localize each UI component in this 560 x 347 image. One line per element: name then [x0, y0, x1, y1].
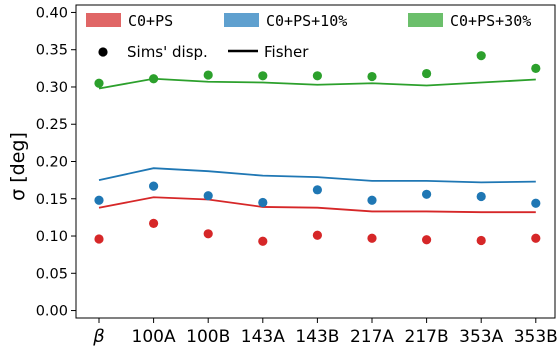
sims-disp-point	[203, 229, 213, 239]
x-tick-label: β	[92, 326, 105, 347]
x-tick-label: 353A	[459, 327, 503, 347]
legend-label-1: C0+PS+10%	[266, 12, 347, 30]
sims-disp-point	[476, 191, 486, 202]
y-axis: 0.00 0.05 0.10 0.15 0.20 0.25 0.30 0.35 0.40	[36, 5, 76, 320]
x-tick-label: 217A	[350, 327, 394, 347]
y-tick-label: 0.05	[36, 266, 68, 282]
legend-swatch-1	[224, 13, 259, 27]
legend-dot-icon	[98, 47, 108, 57]
sims-disp-point	[367, 195, 377, 205]
y-tick-label: 0.30	[36, 80, 68, 96]
sims-disp-point	[531, 233, 541, 243]
y-axis-label: σ [deg]	[7, 132, 29, 201]
sims-disp-point	[203, 70, 213, 80]
sims-disp-point	[149, 218, 159, 228]
y-tick-label: 0.35	[36, 43, 68, 59]
sims-disp-point	[312, 71, 322, 81]
x-tick-label: 143A	[241, 327, 285, 347]
sims-disp-point	[476, 51, 486, 61]
x-tick-label: 217B	[405, 327, 449, 347]
sims-disp-point	[312, 230, 322, 240]
sims-disp-point	[258, 71, 268, 81]
x-tick-label: 143B	[295, 327, 339, 347]
legend-label-2: C0+PS+30%	[450, 12, 531, 30]
fisher-line-2	[98, 77, 536, 90]
sims-disp-point	[94, 78, 104, 88]
sims-disp-point	[531, 198, 541, 208]
sims-disp-points	[94, 51, 541, 246]
sims-disp-point	[149, 74, 159, 84]
sims-disp-point	[149, 181, 159, 191]
sims-disp-point	[258, 236, 268, 246]
plot-frame	[75, 4, 556, 319]
y-tick-label: 0.20	[36, 155, 68, 171]
x-tick-label: 353B	[514, 327, 558, 347]
sims-disp-point	[94, 195, 104, 205]
sims-disp-point	[258, 197, 268, 208]
y-tick-label: 0.00	[36, 304, 68, 320]
legend-sims-label: Sims' disp.	[127, 43, 208, 61]
sims-disp-point	[312, 185, 322, 195]
y-tick-label: 0.25	[36, 117, 68, 133]
sims-disp-point	[531, 63, 541, 73]
legend-fisher-label: Fisher	[264, 43, 309, 61]
sims-disp-point	[94, 234, 104, 244]
y-tick-label: 0.40	[36, 5, 68, 21]
sims-disp-point	[422, 68, 432, 79]
legend-swatch-2	[408, 13, 443, 27]
sims-disp-point	[422, 189, 432, 199]
sims-disp-point	[476, 235, 486, 246]
y-tick-label: 0.10	[36, 229, 68, 245]
x-axis: β 100A 100B 143A 143B 217A 217B 353A 353B	[92, 318, 558, 347]
legend-swatch-0	[86, 13, 121, 27]
legend: C0+PS C0+PS+10% C0+PS+30% Sims' disp. Fisher	[86, 12, 531, 61]
y-tick-label: 0.15	[36, 192, 68, 208]
legend-label-0: C0+PS	[128, 12, 173, 30]
sims-disp-point	[422, 235, 432, 245]
sims-disp-point	[367, 233, 377, 243]
sims-disp-point	[203, 191, 213, 201]
fisher-lines	[98, 77, 536, 214]
fisher-line-1	[98, 167, 536, 184]
sims-disp-point	[367, 71, 377, 82]
fisher-line-0	[98, 196, 536, 214]
x-tick-label: 100B	[186, 327, 230, 347]
x-tick-label: 100A	[132, 327, 176, 347]
